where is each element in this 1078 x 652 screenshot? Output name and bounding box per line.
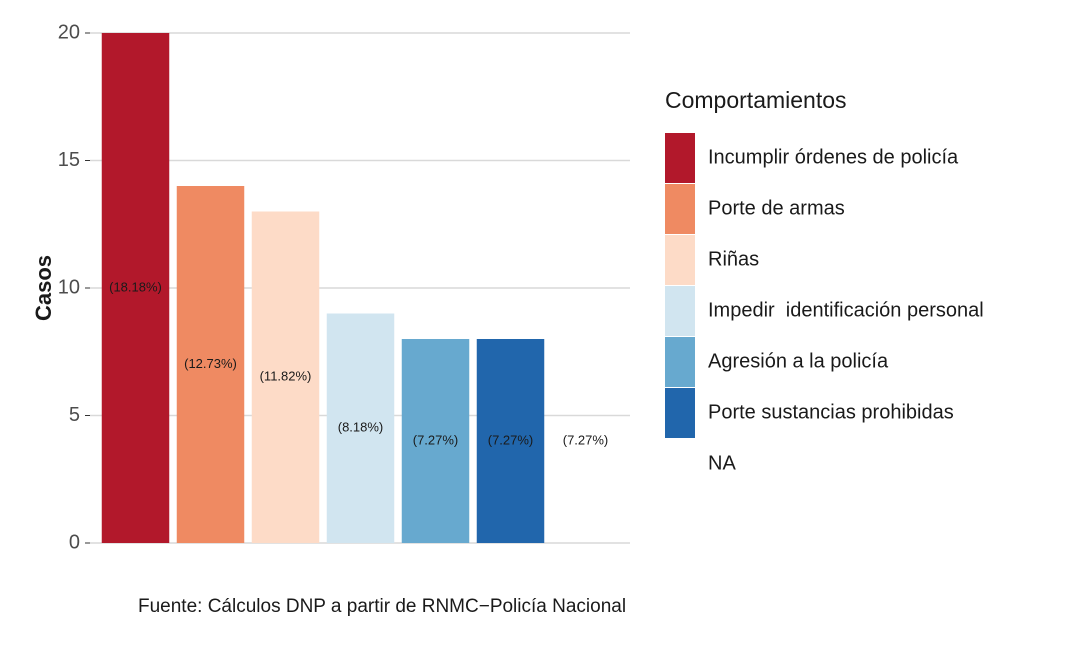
legend-label: Porte sustancias prohibidas [708,401,954,423]
legend-label: Riñas [708,248,759,270]
value-label: (7.27%) [563,432,609,447]
bar [476,339,545,543]
y-axis-label: Casos [31,255,56,321]
legend-key [665,388,695,438]
y-tick-label: 20 [58,21,80,43]
y-tick-label: 15 [58,149,80,171]
bar [401,339,470,543]
bar [101,33,170,543]
legend-label: Porte de armas [708,197,845,219]
legend-key [665,235,695,285]
legend-key [665,337,695,387]
value-label: (8.18%) [338,420,384,435]
value-label: (11.82%) [260,369,312,384]
legend-label: NA [708,452,736,474]
y-tick-label: 0 [69,531,80,553]
legend-label: Impedir identificación personal [708,299,984,321]
legend-label: Incumplir órdenes de policía [708,146,959,168]
value-label: (7.27%) [413,432,459,447]
legend-key [665,133,695,183]
bar [326,313,395,543]
legend-title: Comportamientos [665,87,847,113]
caption: Fuente: Cálculos DNP a partir de RNMC−Po… [138,596,626,617]
value-label: (12.73%) [184,356,237,371]
bar [251,211,320,543]
value-label: (18.18%) [109,279,162,294]
y-tick-label: 10 [58,276,80,298]
legend-key [665,184,695,234]
bar [176,186,245,543]
legend-key [665,286,695,336]
y-tick-label: 5 [69,404,80,426]
value-label: (7.27%) [488,432,534,447]
legend-label: Agresión a la policía [708,350,889,372]
